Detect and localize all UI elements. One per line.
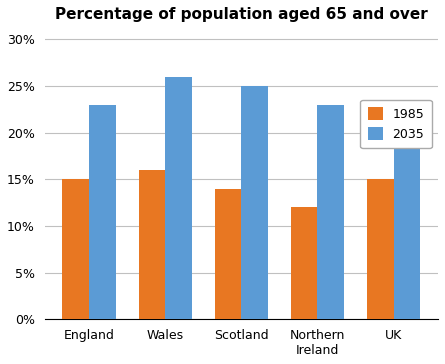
Bar <box>317 105 344 319</box>
Bar <box>291 207 317 319</box>
Bar <box>367 179 393 319</box>
Bar <box>393 105 420 319</box>
Title: Percentage of population aged 65 and over: Percentage of population aged 65 and ove… <box>55 7 428 22</box>
Bar <box>214 189 241 319</box>
Bar <box>138 170 165 319</box>
Bar <box>89 105 116 319</box>
Bar <box>165 77 192 319</box>
Bar <box>62 179 89 319</box>
Bar <box>241 86 268 319</box>
Legend: 1985, 2035: 1985, 2035 <box>360 100 432 149</box>
